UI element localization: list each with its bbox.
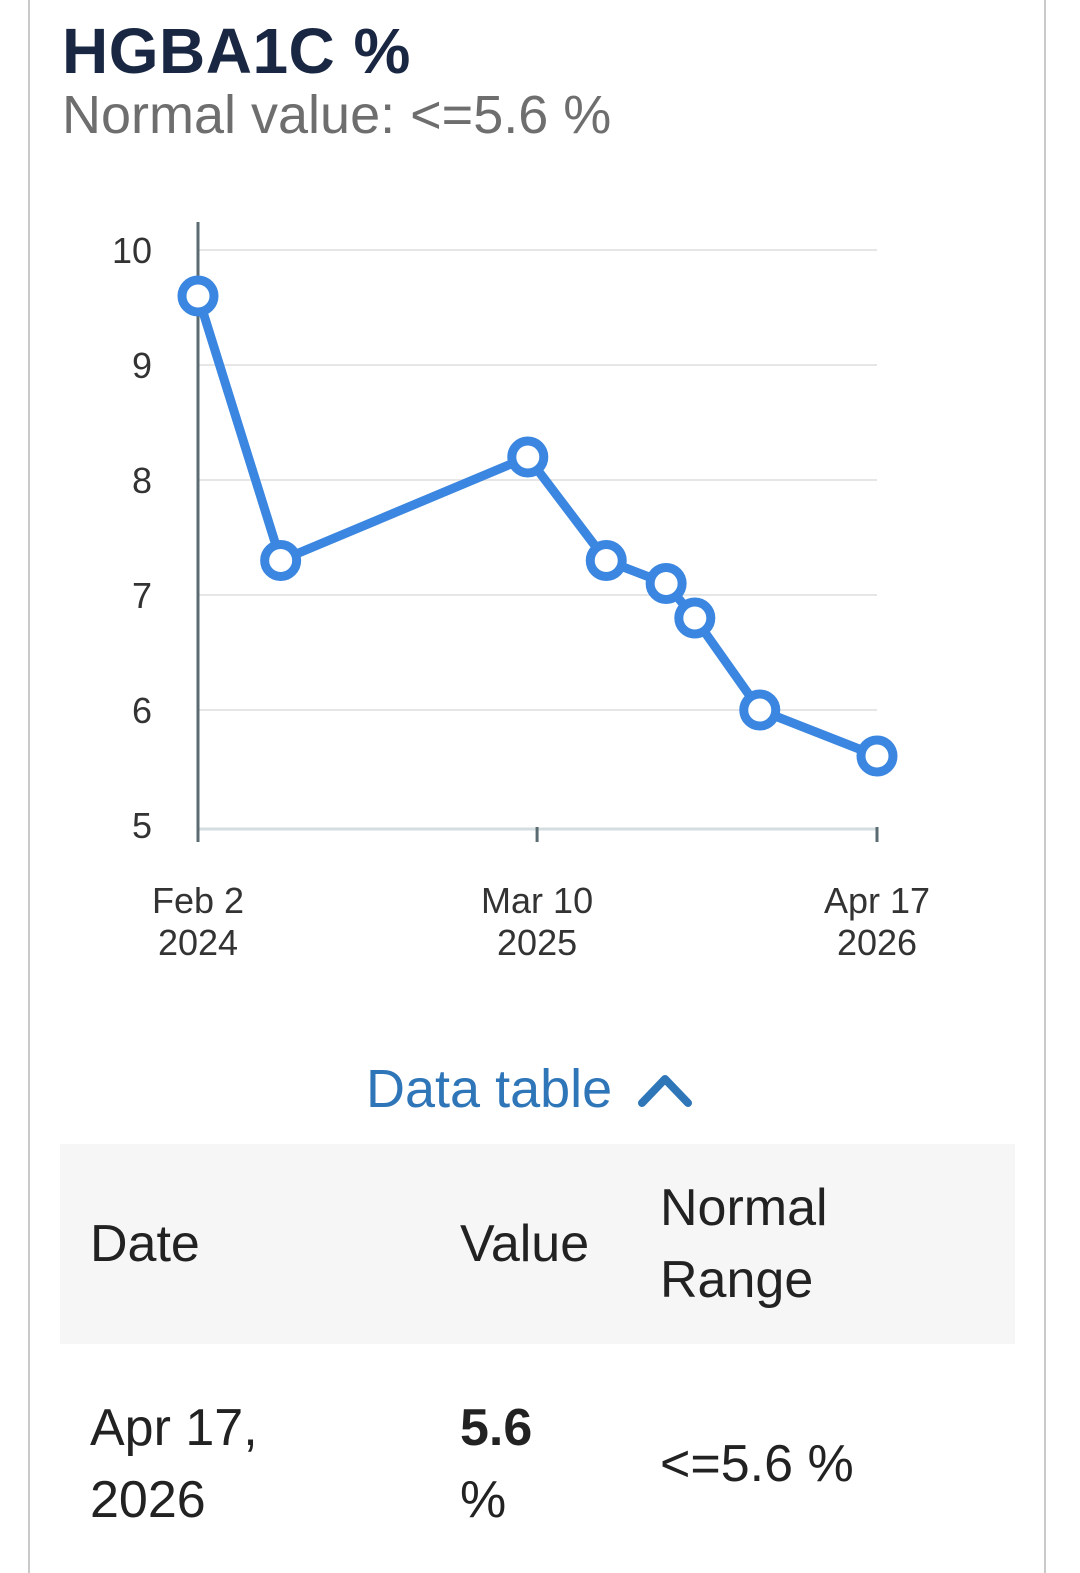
normal-value-subtitle: Normal value: <=5.6 % xyxy=(62,85,612,145)
row-value: 5.6 % xyxy=(460,1344,660,1573)
column-header-date: Date xyxy=(90,1215,200,1273)
x-tick-label-line1: Mar 10 xyxy=(481,880,593,921)
y-tick-label: 5 xyxy=(132,805,152,846)
test-title: HGBA1C % xyxy=(62,15,411,87)
data-point[interactable] xyxy=(645,563,687,604)
data-series xyxy=(177,275,898,777)
data-point[interactable] xyxy=(507,436,549,478)
row-value-number: 5.6 xyxy=(460,1399,533,1457)
y-tick-labels: 5 6 7 8 9 10 xyxy=(112,230,152,846)
row-normal-range: <=5.6 % xyxy=(660,1435,854,1493)
column-header-normal-line1: Normal xyxy=(660,1179,828,1237)
chart-axes xyxy=(196,222,879,842)
row-value-unit: % xyxy=(460,1471,507,1529)
row-date-line1: Apr 17, xyxy=(90,1399,258,1457)
x-tick-label-line2: 2026 xyxy=(837,922,917,963)
data-point[interactable] xyxy=(856,735,898,777)
column-header-normal-line2: Range xyxy=(660,1251,814,1309)
data-point[interactable] xyxy=(260,540,302,581)
y-tick-label: 8 xyxy=(132,460,152,501)
data-table-toggle-label: Data table xyxy=(366,1059,613,1119)
column-header-normal-range: Normal Range xyxy=(660,1144,1015,1344)
row-date-line2: 2026 xyxy=(90,1471,206,1529)
chart-grid xyxy=(198,249,877,711)
y-tick-label: 7 xyxy=(132,575,152,616)
y-tick-label: 9 xyxy=(132,345,152,386)
data-table-toggle[interactable]: Data table xyxy=(366,1058,693,1120)
table-row: Apr 17, 2026 5.6 % <=5.6 % xyxy=(60,1344,1015,1573)
x-tick-label-line2: 2024 xyxy=(158,922,238,963)
data-point[interactable] xyxy=(585,540,627,581)
data-point[interactable] xyxy=(674,597,716,639)
data-point[interactable] xyxy=(739,689,781,731)
x-tick-label-line1: Apr 17 xyxy=(824,880,930,921)
y-tick-label: 10 xyxy=(112,230,152,271)
table-header-row: Date Value Normal Range xyxy=(60,1144,1015,1344)
y-tick-label: 6 xyxy=(132,690,152,731)
data-table: Date Value Normal Range Apr 17, 2026 5.6… xyxy=(60,1144,1015,1573)
row-date: Apr 17, 2026 xyxy=(60,1344,460,1573)
column-header-value: Value xyxy=(460,1215,590,1273)
x-tick-label-line2: 2025 xyxy=(497,922,577,963)
chevron-up-icon xyxy=(638,1075,693,1107)
data-point[interactable] xyxy=(177,275,219,317)
x-tick-label-line1: Feb 2 xyxy=(152,880,244,921)
